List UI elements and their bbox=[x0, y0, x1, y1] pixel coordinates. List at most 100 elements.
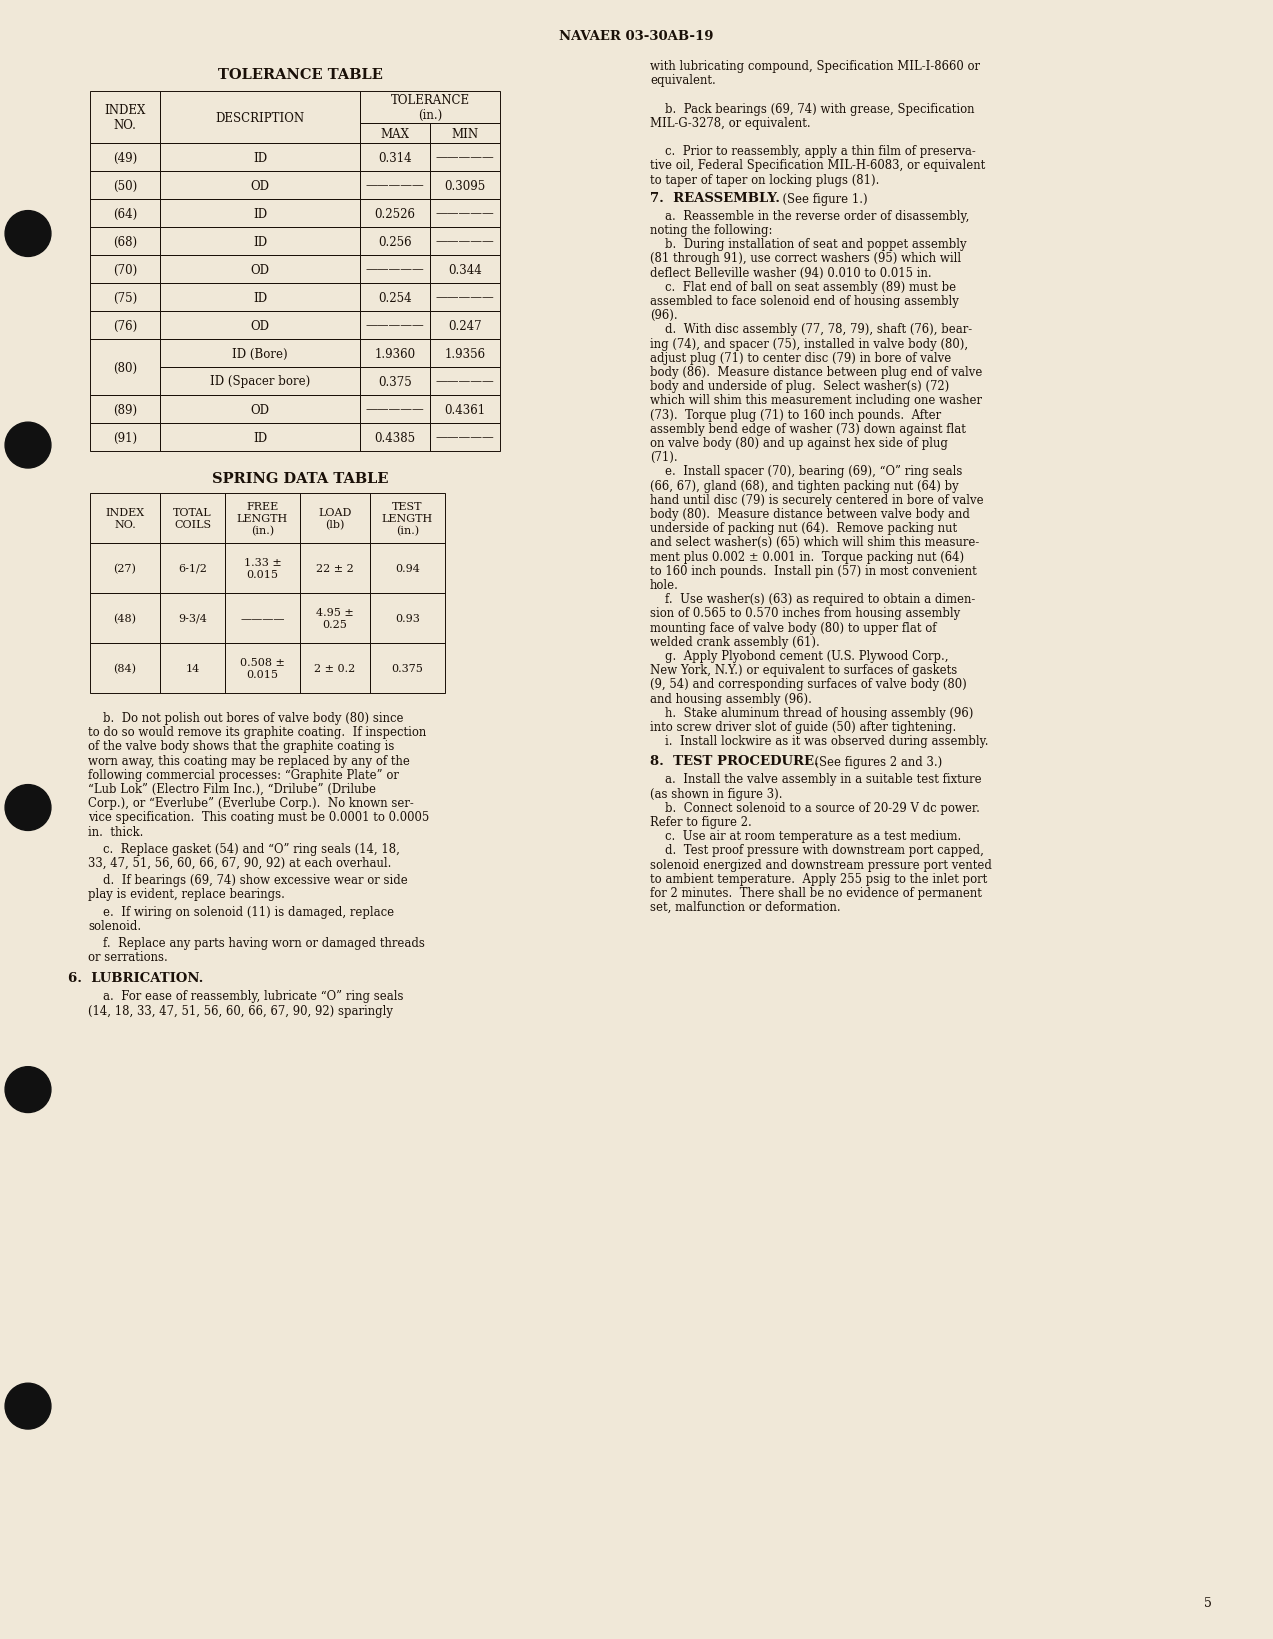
Text: equivalent.: equivalent. bbox=[651, 74, 715, 87]
Text: b.  During installation of seat and poppet assembly: b. During installation of seat and poppe… bbox=[651, 238, 966, 251]
Text: c.  Use air at room temperature as a test medium.: c. Use air at room temperature as a test… bbox=[651, 829, 961, 842]
Bar bbox=[90, 644, 160, 693]
Text: 0.94: 0.94 bbox=[395, 564, 420, 574]
Text: (See figures 2 and 3.): (See figures 2 and 3.) bbox=[807, 756, 942, 769]
Text: —————: ————— bbox=[435, 375, 494, 388]
Text: (75): (75) bbox=[113, 292, 137, 305]
Text: 2 ± 0.2: 2 ± 0.2 bbox=[314, 664, 355, 674]
Bar bbox=[225, 644, 300, 693]
Bar bbox=[90, 256, 160, 284]
Text: (27): (27) bbox=[113, 564, 136, 574]
Text: (76): (76) bbox=[113, 320, 137, 333]
Bar bbox=[430, 395, 500, 425]
Text: SPRING DATA TABLE: SPRING DATA TABLE bbox=[211, 472, 388, 485]
Text: 0.375: 0.375 bbox=[378, 375, 412, 388]
Text: d.  With disc assembly (77, 78, 79), shaft (76), bear-: d. With disc assembly (77, 78, 79), shaf… bbox=[651, 323, 973, 336]
Text: (68): (68) bbox=[113, 236, 137, 249]
Text: 1.9356: 1.9356 bbox=[444, 347, 485, 361]
Circle shape bbox=[5, 211, 51, 257]
Bar bbox=[160, 284, 360, 311]
Text: ID (Spacer bore): ID (Spacer bore) bbox=[210, 375, 311, 388]
Text: OD: OD bbox=[251, 179, 270, 192]
Bar bbox=[360, 311, 430, 339]
Text: INDEX
NO.: INDEX NO. bbox=[106, 508, 145, 529]
Text: for 2 minutes.  There shall be no evidence of permanent: for 2 minutes. There shall be no evidenc… bbox=[651, 887, 981, 900]
Text: hole.: hole. bbox=[651, 579, 679, 592]
Text: play is evident, replace bearings.: play is evident, replace bearings. bbox=[88, 888, 285, 901]
Text: 0.254: 0.254 bbox=[378, 292, 411, 305]
Text: (49): (49) bbox=[113, 151, 137, 164]
Text: ————: ———— bbox=[241, 613, 285, 623]
Bar bbox=[90, 172, 160, 200]
Bar bbox=[300, 644, 370, 693]
Text: OD: OD bbox=[251, 264, 270, 277]
Text: ment plus 0.002 ± 0.001 in.  Torque packing nut (64): ment plus 0.002 ± 0.001 in. Torque packi… bbox=[651, 551, 964, 564]
Bar bbox=[90, 493, 160, 544]
Circle shape bbox=[5, 1383, 51, 1429]
Bar bbox=[370, 644, 446, 693]
Text: 9-3/4: 9-3/4 bbox=[178, 613, 207, 623]
Bar bbox=[360, 125, 430, 144]
Bar bbox=[160, 92, 360, 144]
Text: and housing assembly (96).: and housing assembly (96). bbox=[651, 692, 812, 705]
Text: 33, 47, 51, 56, 60, 66, 67, 90, 92) at each overhaul.: 33, 47, 51, 56, 60, 66, 67, 90, 92) at e… bbox=[88, 857, 391, 869]
Bar bbox=[430, 339, 500, 367]
Text: (71).: (71). bbox=[651, 451, 677, 464]
Text: (73).  Torque plug (71) to 160 inch pounds.  After: (73). Torque plug (71) to 160 inch pound… bbox=[651, 408, 941, 421]
Text: ID: ID bbox=[253, 208, 267, 220]
Text: ID: ID bbox=[253, 431, 267, 444]
Text: a.  For ease of reassembly, lubricate “O” ring seals: a. For ease of reassembly, lubricate “O”… bbox=[88, 990, 404, 1003]
Text: to ambient temperature.  Apply 255 psig to the inlet port: to ambient temperature. Apply 255 psig t… bbox=[651, 872, 988, 885]
Bar bbox=[160, 644, 225, 693]
Bar bbox=[160, 367, 360, 395]
Text: of the valve body shows that the graphite coating is: of the valve body shows that the graphit… bbox=[88, 739, 395, 752]
Bar bbox=[430, 367, 500, 395]
Bar bbox=[90, 284, 160, 311]
Bar bbox=[225, 544, 300, 593]
Text: 0.4361: 0.4361 bbox=[444, 403, 485, 416]
Text: b.  Do not polish out bores of valve body (80) since: b. Do not polish out bores of valve body… bbox=[88, 711, 404, 724]
Text: MIL-G-3278, or equivalent.: MIL-G-3278, or equivalent. bbox=[651, 116, 811, 129]
Text: (81 through 91), use correct washers (95) which will: (81 through 91), use correct washers (95… bbox=[651, 252, 961, 266]
Text: 1.9360: 1.9360 bbox=[374, 347, 415, 361]
Text: assembled to face solenoid end of housing assembly: assembled to face solenoid end of housin… bbox=[651, 295, 959, 308]
Text: 0.2526: 0.2526 bbox=[374, 208, 415, 220]
Text: NAVAER 03-30AB-19: NAVAER 03-30AB-19 bbox=[559, 30, 714, 43]
Bar bbox=[360, 172, 430, 200]
Bar bbox=[300, 544, 370, 593]
Text: to do so would remove its graphite coating.  If inspection: to do so would remove its graphite coati… bbox=[88, 726, 426, 739]
Text: (See figure 1.): (See figure 1.) bbox=[775, 193, 868, 205]
Bar bbox=[370, 493, 446, 544]
Text: c.  Flat end of ball on seat assembly (89) must be: c. Flat end of ball on seat assembly (89… bbox=[651, 280, 956, 293]
Text: (9, 54) and corresponding surfaces of valve body (80): (9, 54) and corresponding surfaces of va… bbox=[651, 679, 966, 692]
Text: 0.314: 0.314 bbox=[378, 151, 411, 164]
Text: or serrations.: or serrations. bbox=[88, 951, 168, 964]
Circle shape bbox=[5, 423, 51, 469]
Bar bbox=[360, 228, 430, 256]
Text: 0.247: 0.247 bbox=[448, 320, 481, 333]
Text: Refer to figure 2.: Refer to figure 2. bbox=[651, 816, 752, 828]
Bar bbox=[160, 544, 225, 593]
Text: INDEX
NO.: INDEX NO. bbox=[104, 103, 145, 131]
Bar bbox=[90, 544, 160, 593]
Bar bbox=[300, 593, 370, 644]
Text: deflect Belleville washer (94) 0.010 to 0.015 in.: deflect Belleville washer (94) 0.010 to … bbox=[651, 267, 932, 279]
Text: TOLERANCE TABLE: TOLERANCE TABLE bbox=[218, 67, 382, 82]
Text: assembly bend edge of washer (73) down against flat: assembly bend edge of washer (73) down a… bbox=[651, 423, 966, 436]
Text: (80): (80) bbox=[113, 361, 137, 374]
Text: mounting face of valve body (80) to upper flat of: mounting face of valve body (80) to uppe… bbox=[651, 621, 937, 634]
Bar bbox=[360, 339, 430, 367]
Text: 0.93: 0.93 bbox=[395, 613, 420, 623]
Bar bbox=[225, 593, 300, 644]
Text: welded crank assembly (61).: welded crank assembly (61). bbox=[651, 636, 820, 649]
Text: (as shown in figure 3).: (as shown in figure 3). bbox=[651, 787, 783, 800]
Text: (84): (84) bbox=[113, 664, 136, 674]
Bar bbox=[360, 256, 430, 284]
Bar bbox=[430, 311, 500, 339]
Bar bbox=[430, 284, 500, 311]
Bar bbox=[360, 144, 430, 172]
Bar bbox=[360, 92, 500, 125]
Text: ID: ID bbox=[253, 236, 267, 249]
Text: c.  Replace gasket (54) and “O” ring seals (14, 18,: c. Replace gasket (54) and “O” ring seal… bbox=[88, 842, 400, 856]
Text: (66, 67), gland (68), and tighten packing nut (64) by: (66, 67), gland (68), and tighten packin… bbox=[651, 479, 959, 492]
